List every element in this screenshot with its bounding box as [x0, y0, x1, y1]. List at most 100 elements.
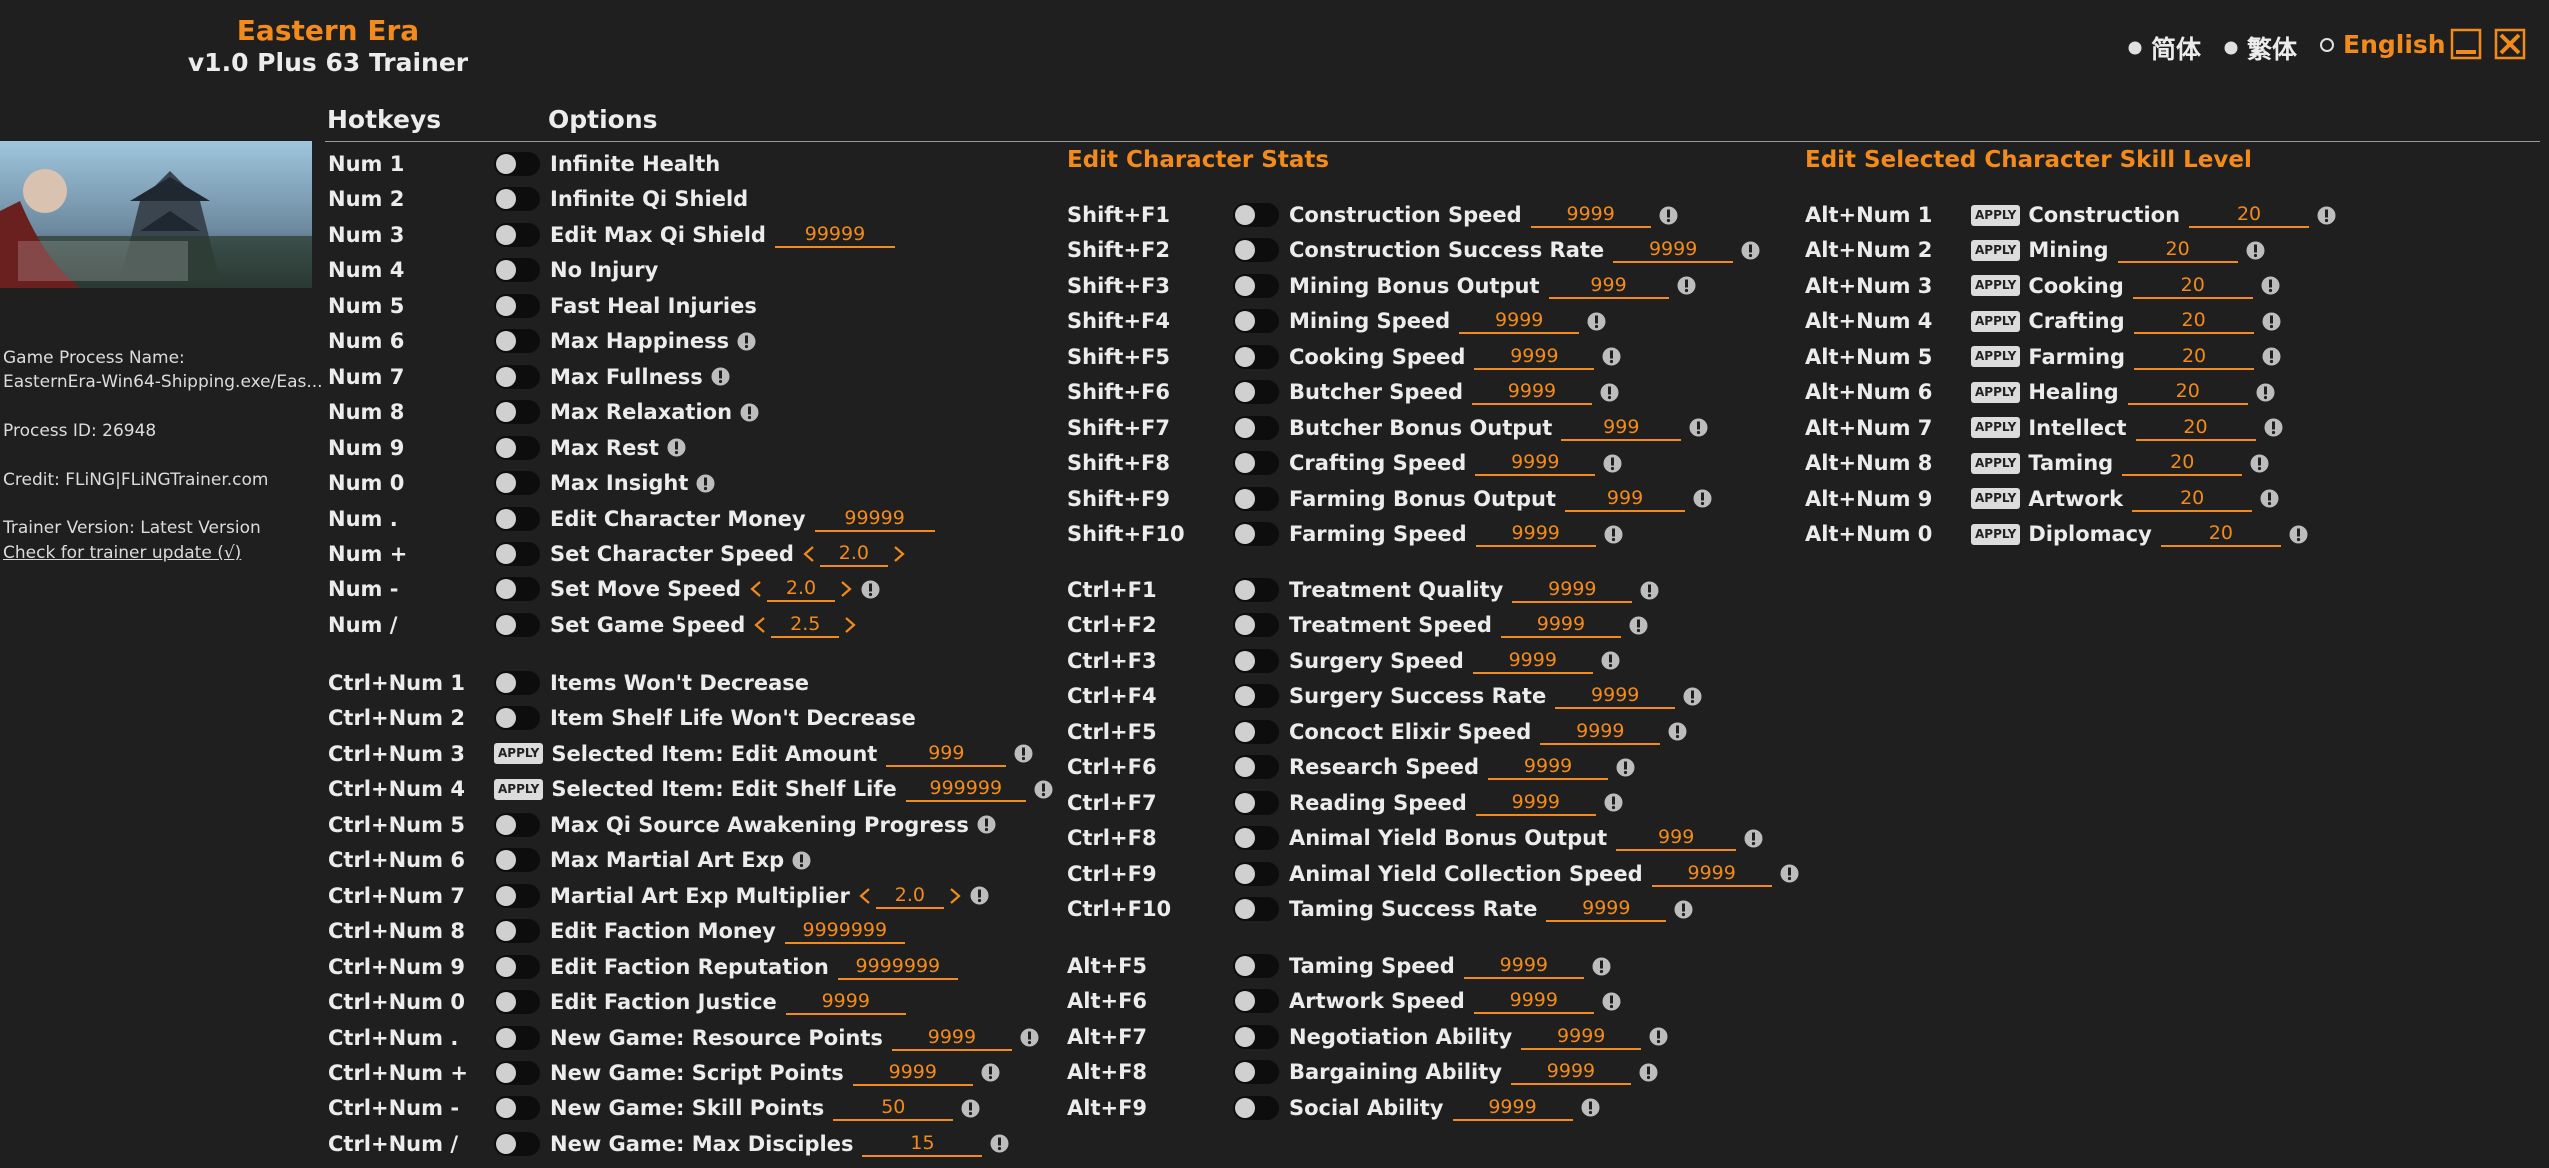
increase-arrow[interactable] [948, 886, 962, 906]
value-input[interactable]: 9999 [1521, 1024, 1642, 1050]
info-icon[interactable] [740, 403, 759, 422]
value-input[interactable]: 9999 [1530, 202, 1651, 228]
info-icon[interactable] [1602, 992, 1621, 1011]
info-icon[interactable] [1014, 744, 1033, 763]
apply-button[interactable]: APPLY [1971, 310, 2021, 332]
value-input[interactable]: 999999 [905, 776, 1026, 803]
apply-button[interactable]: APPLY [1971, 452, 2021, 474]
apply-button[interactable]: APPLY [494, 743, 544, 765]
toggle-switch[interactable] [494, 612, 540, 637]
info-icon[interactable] [2262, 347, 2281, 366]
value-input[interactable]: 20 [2135, 415, 2256, 441]
toggle-switch[interactable] [494, 364, 540, 389]
apply-button[interactable]: APPLY [1971, 239, 2021, 261]
value-input[interactable]: 20 [2133, 308, 2254, 335]
info-icon[interactable] [1034, 780, 1053, 799]
toggle-switch[interactable] [494, 954, 540, 979]
value-input[interactable]: 9999 [1463, 953, 1584, 979]
toggle-switch[interactable] [494, 400, 540, 425]
toggle-switch[interactable] [494, 506, 540, 531]
toggle-switch[interactable] [1233, 273, 1279, 298]
toggle-switch[interactable] [494, 577, 540, 602]
toggle-switch[interactable] [1233, 578, 1279, 602]
value-input[interactable]: 20 [2132, 273, 2253, 299]
apply-button[interactable]: APPLY [1971, 417, 2021, 439]
value-input[interactable]: 999 [1616, 825, 1737, 852]
info-icon[interactable] [990, 1134, 1009, 1153]
value-input[interactable]: 15 [862, 1131, 983, 1157]
decrease-arrow[interactable] [749, 579, 763, 599]
value-input[interactable]: 9999 [1651, 861, 1772, 887]
info-icon[interactable] [2317, 206, 2336, 225]
decrease-arrow[interactable] [858, 886, 872, 906]
value-input[interactable]: 9999 [1473, 988, 1594, 1015]
toggle-switch[interactable] [494, 671, 540, 695]
apply-button[interactable]: APPLY [1971, 381, 2021, 403]
value-input[interactable]: 9999 [785, 989, 906, 1016]
value-input[interactable]: 2.0 [766, 576, 835, 603]
toggle-switch[interactable] [494, 883, 540, 908]
increase-arrow[interactable] [843, 615, 857, 635]
toggle-switch[interactable] [1233, 486, 1279, 511]
toggle-switch[interactable] [1233, 826, 1279, 851]
info-icon[interactable] [1602, 347, 1621, 366]
value-input[interactable]: 20 [2117, 237, 2238, 264]
update-link[interactable]: Check for trainer update (√) [3, 543, 242, 563]
apply-button[interactable]: APPLY [1971, 275, 2021, 297]
increase-arrow[interactable] [892, 544, 906, 564]
info-icon[interactable] [861, 580, 880, 599]
info-icon[interactable] [1683, 687, 1702, 706]
info-icon[interactable] [2289, 525, 2308, 544]
value-input[interactable]: 9999 [1512, 577, 1633, 603]
value-input[interactable]: 999 [1565, 486, 1686, 512]
toggle-switch[interactable] [1233, 380, 1279, 405]
toggle-switch[interactable] [1233, 1095, 1279, 1120]
toggle-switch[interactable] [1233, 203, 1279, 227]
toggle-switch[interactable] [494, 1096, 540, 1121]
value-input[interactable]: 99999 [774, 222, 895, 248]
info-icon[interactable] [1677, 276, 1696, 295]
toggle-switch[interactable] [494, 187, 540, 212]
toggle-switch[interactable] [494, 919, 540, 944]
value-input[interactable]: 9999999 [784, 918, 905, 945]
toggle-switch[interactable] [1233, 613, 1279, 638]
info-icon[interactable] [2262, 312, 2281, 331]
info-icon[interactable] [1639, 1063, 1658, 1082]
apply-button[interactable]: APPLY [494, 778, 544, 800]
decrease-arrow[interactable] [753, 615, 767, 635]
info-icon[interactable] [711, 367, 730, 386]
toggle-switch[interactable] [1233, 648, 1279, 673]
toggle-switch[interactable] [1233, 1060, 1279, 1085]
toggle-switch[interactable] [1233, 755, 1279, 780]
toggle-switch[interactable] [1233, 989, 1279, 1014]
info-icon[interactable] [1780, 864, 1799, 883]
value-input[interactable]: 9999 [1555, 683, 1676, 710]
toggle-switch[interactable] [1233, 415, 1279, 440]
info-icon[interactable] [2246, 241, 2265, 260]
increase-arrow[interactable] [839, 579, 853, 599]
toggle-switch[interactable] [1233, 719, 1279, 744]
toggle-switch[interactable] [1233, 522, 1279, 547]
info-icon[interactable] [1744, 829, 1763, 848]
toggle-switch[interactable] [1233, 238, 1279, 263]
toggle-switch[interactable] [1233, 897, 1279, 922]
value-input[interactable]: 9999 [1475, 521, 1596, 548]
info-icon[interactable] [1689, 418, 1708, 437]
info-icon[interactable] [1741, 241, 1760, 260]
value-input[interactable]: 20 [2134, 344, 2255, 370]
value-input[interactable]: 2.0 [875, 883, 944, 909]
value-input[interactable]: 9999 [1540, 719, 1661, 745]
info-icon[interactable] [1629, 616, 1648, 635]
info-icon[interactable] [1592, 957, 1611, 976]
info-icon[interactable] [1604, 793, 1623, 812]
value-input[interactable]: 9999 [1510, 1059, 1631, 1086]
toggle-switch[interactable] [494, 1131, 540, 1156]
toggle-switch[interactable] [494, 812, 540, 837]
info-icon[interactable] [1604, 525, 1623, 544]
info-icon[interactable] [1603, 454, 1622, 473]
language-option[interactable]: 繁体 [2223, 30, 2297, 66]
info-icon[interactable] [667, 438, 686, 457]
value-input[interactable]: 999 [1561, 415, 1682, 441]
value-input[interactable]: 99999 [814, 506, 935, 532]
minimize-button[interactable] [2450, 28, 2482, 60]
